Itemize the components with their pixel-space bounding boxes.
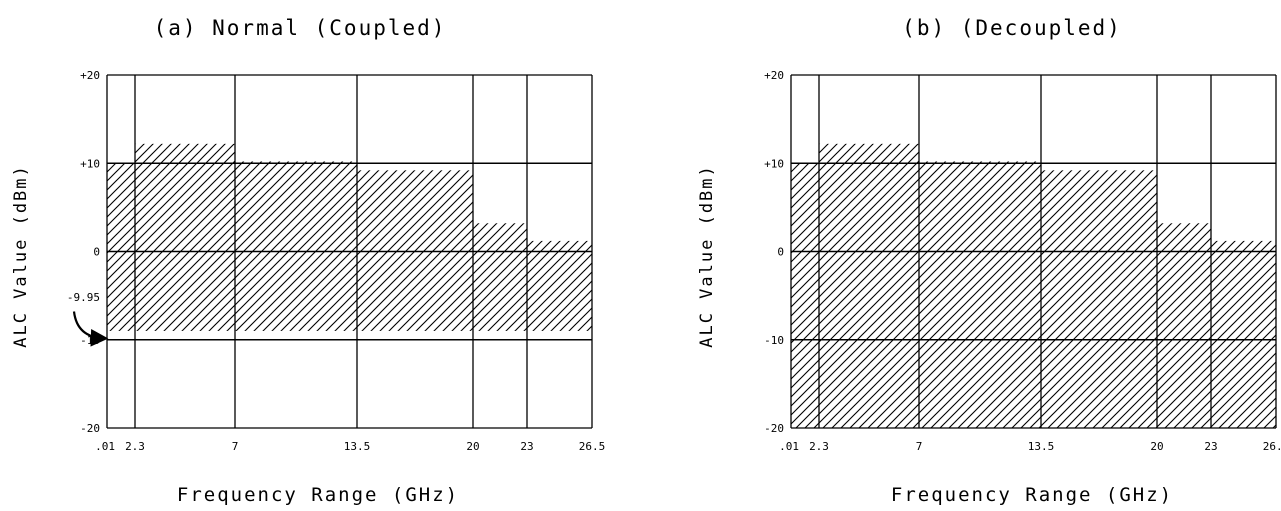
y-tick-label: +10 — [80, 157, 100, 170]
chart-title: (a) Normal (Coupled) — [154, 16, 447, 40]
annotation-label: -9.95 — [67, 291, 100, 304]
x-tick-labels: .01 2.3 7 13.5 20 23 26.5 — [95, 440, 605, 453]
y-tick-label: +20 — [80, 69, 100, 82]
hatched-areas — [791, 143, 1276, 429]
hatched-segment-5 — [1211, 240, 1276, 428]
x-tick-label: 2.3 — [125, 440, 145, 453]
y-axis-label: ALC Value (dBm) — [697, 164, 717, 348]
x-tick-labels: .01 2.3 7 13.5 20 23 26.5 — [779, 440, 1281, 453]
annotation-arrow — [72, 311, 109, 347]
x-axis-label: Frequency Range (GHz) — [891, 484, 1173, 506]
y-axis-label: ALC Value (dBm) — [11, 164, 31, 348]
y-tick-label: 0 — [93, 246, 100, 259]
chart-title: (b) (Decoupled) — [902, 16, 1122, 40]
hatched-segment-4 — [473, 223, 527, 331]
y-tick-labels: +20 +10 0 -10 -20 — [764, 69, 784, 435]
hatched-segment-2 — [235, 161, 357, 331]
y-tick-label: +10 — [764, 157, 784, 170]
hatched-segment-1 — [819, 143, 919, 428]
y-tick-label: 0 — [777, 246, 784, 259]
y-tick-label: +20 — [764, 69, 784, 82]
hatched-segment-3 — [357, 170, 473, 331]
x-tick-label: 26.5 — [1263, 440, 1281, 453]
x-tick-label: 2.3 — [809, 440, 829, 453]
y-tick-labels: +20+100-10-20 — [80, 69, 100, 435]
x-tick-label: .01 — [779, 440, 799, 453]
hatched-areas — [107, 143, 592, 331]
x-tick-label: 20 — [466, 440, 479, 453]
x-tick-label: 7 — [232, 440, 239, 453]
hatched-segment-5 — [527, 240, 592, 331]
x-tick-label: 23 — [520, 440, 533, 453]
hatched-segment-3 — [1041, 170, 1157, 428]
x-tick-label: 20 — [1150, 440, 1163, 453]
x-tick-label: .01 — [95, 440, 115, 453]
hatched-segment-0 — [791, 163, 819, 428]
x-tick-label: 7 — [916, 440, 923, 453]
x-tick-label: 13.5 — [344, 440, 371, 453]
y-tick-label: -20 — [764, 422, 784, 435]
hatched-segment-4 — [1157, 223, 1211, 428]
x-tick-label: 23 — [1204, 440, 1217, 453]
grid-lines — [106, 74, 593, 429]
chart-panel-a: (a) Normal (Coupled) ALC Value (dBm) Fre… — [11, 16, 605, 506]
x-tick-label: 13.5 — [1028, 440, 1055, 453]
annotation: -9.95 — [67, 291, 109, 347]
x-axis-label: Frequency Range (GHz) — [177, 484, 459, 506]
hatched-segment-0 — [107, 163, 135, 331]
hatched-segment-1 — [135, 143, 235, 331]
hatched-segment-2 — [919, 161, 1041, 429]
y-tick-label: -20 — [80, 422, 100, 435]
grid-lines — [790, 74, 1277, 429]
x-tick-label: 26.5 — [579, 440, 606, 453]
y-tick-label: -10 — [764, 334, 784, 347]
chart-panel-b: (b) (Decoupled) ALC Value (dBm) Frequenc… — [697, 16, 1281, 506]
